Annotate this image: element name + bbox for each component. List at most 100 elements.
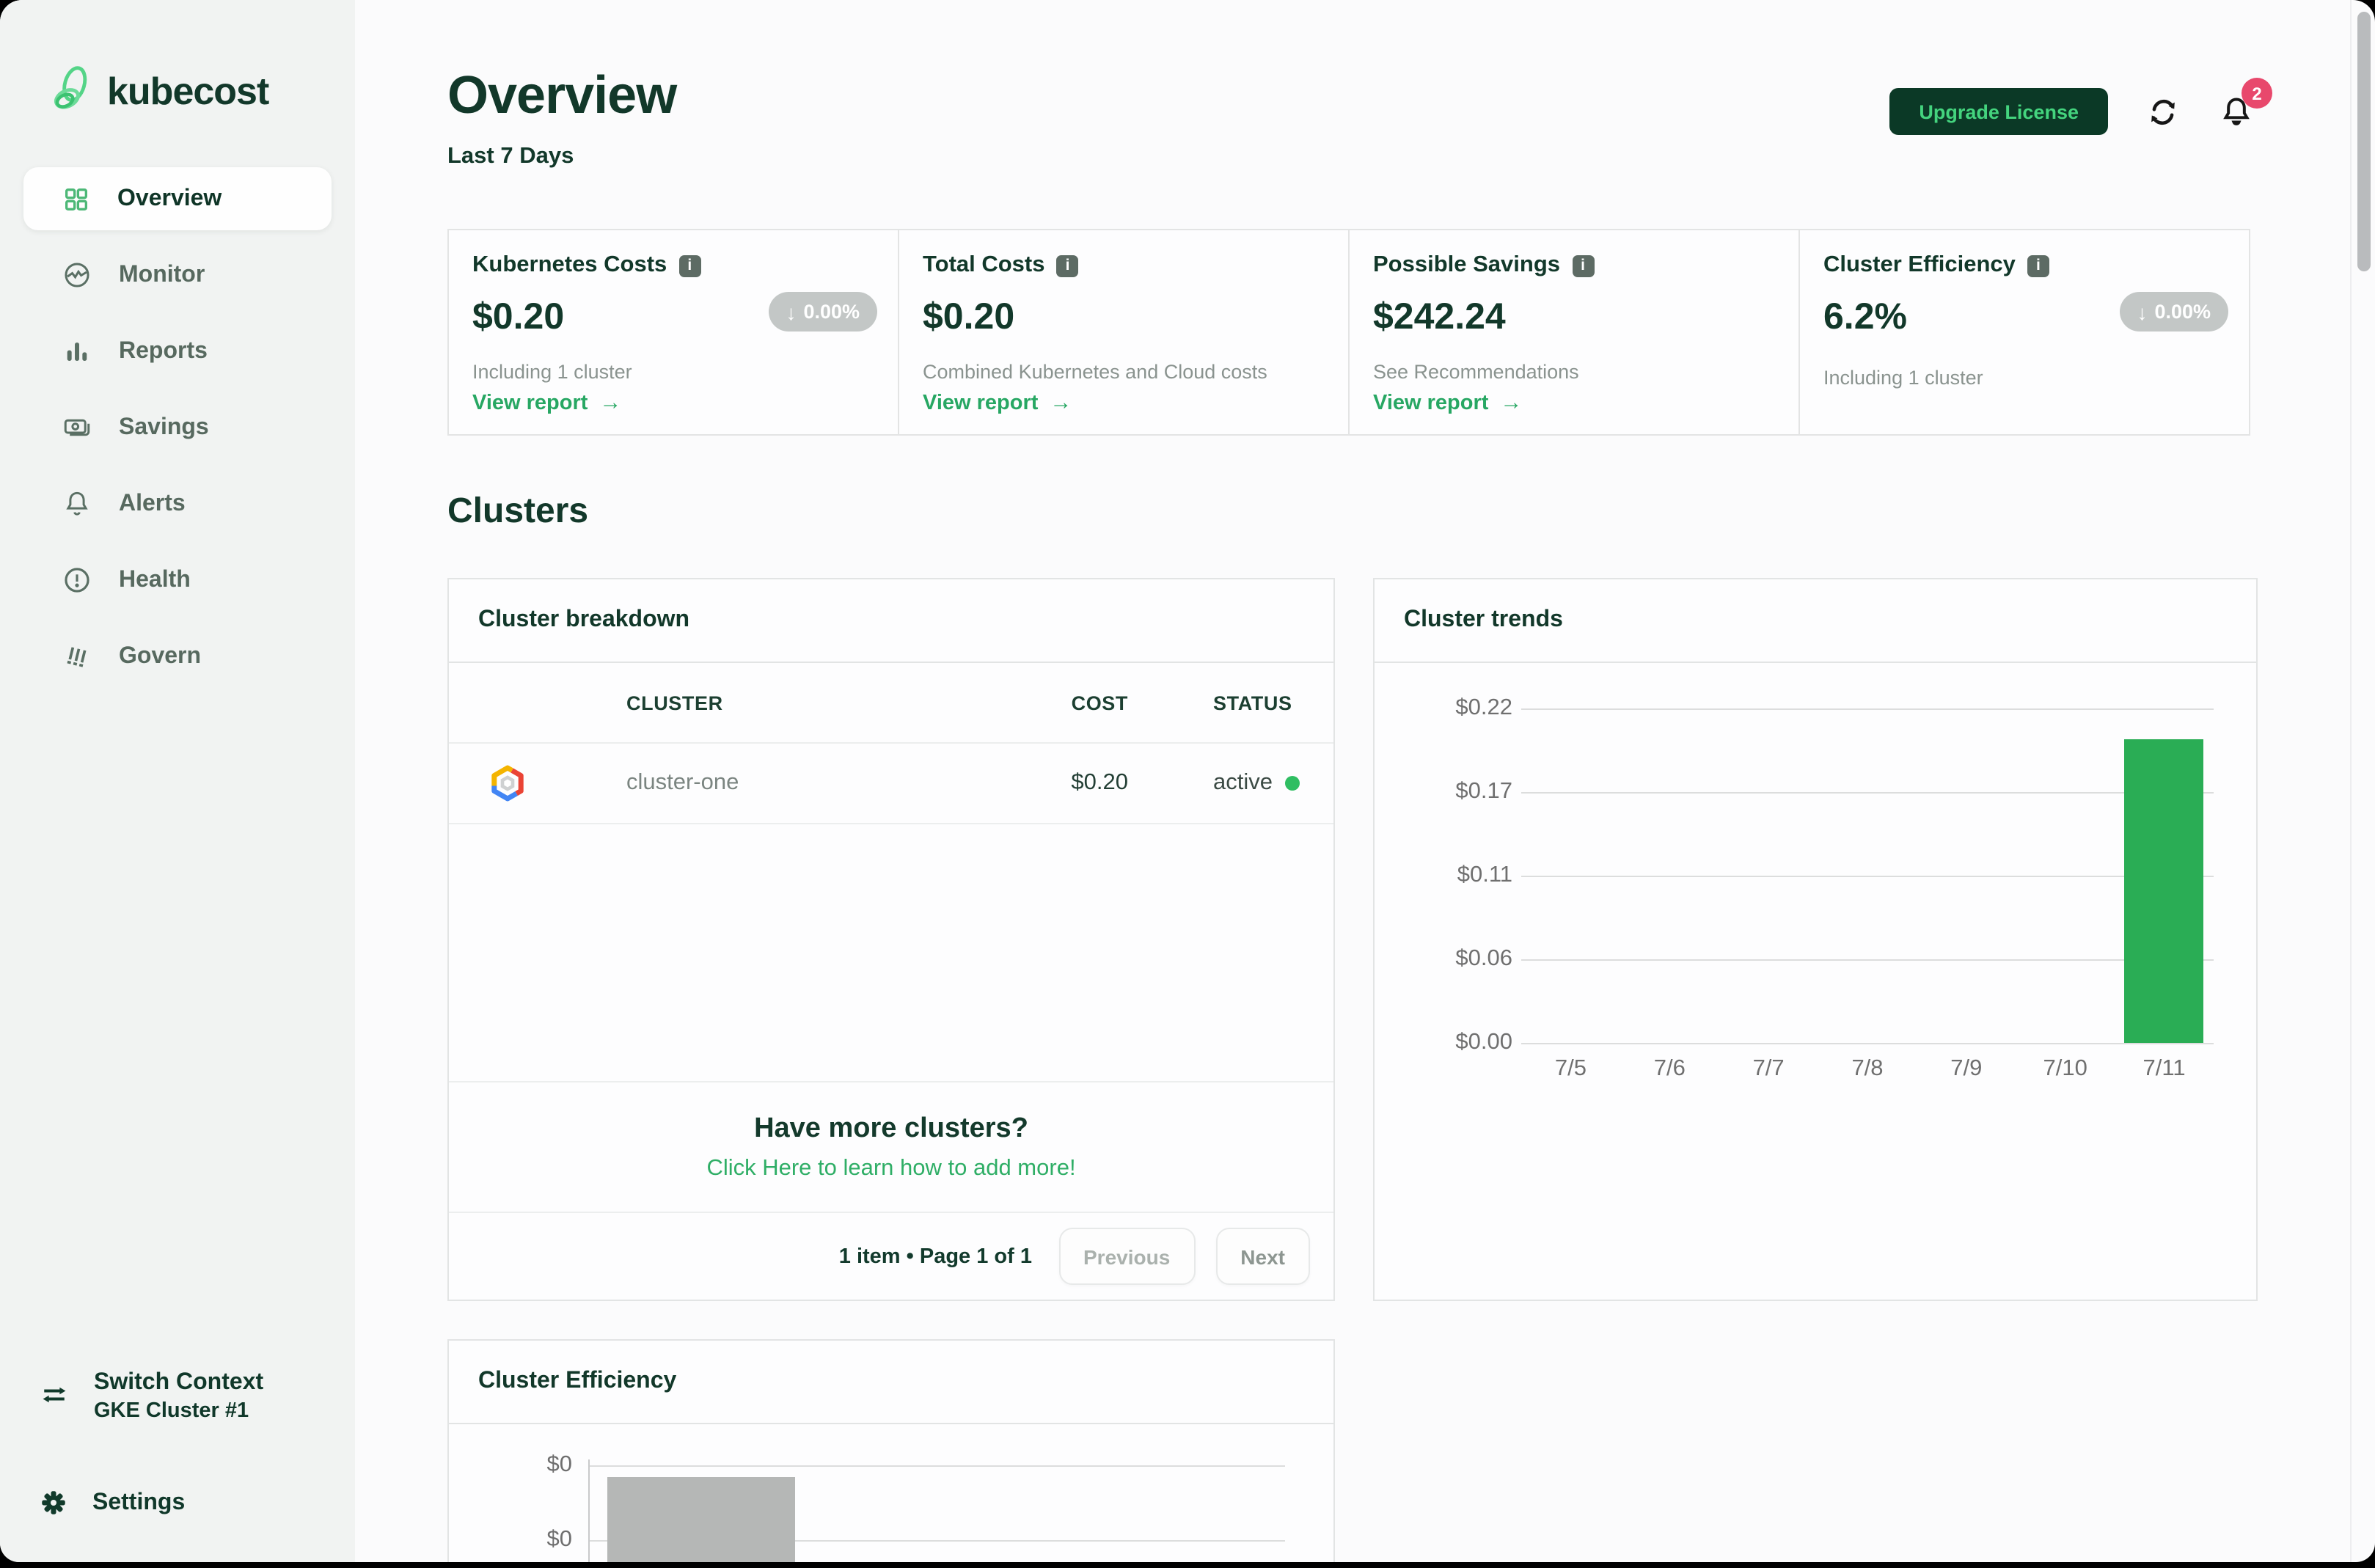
view-report-label: View report: [923, 391, 1039, 414]
bell-icon: [2222, 97, 2249, 125]
info-icon[interactable]: i: [678, 254, 701, 276]
cluster-name: cluster-one: [626, 770, 739, 795]
stat-subtitle: Combined Kubernetes and Cloud costs: [923, 361, 1267, 383]
y-axis-tick-label: $0.06: [1455, 946, 1512, 971]
view-report-link[interactable]: View report →: [1373, 390, 1775, 415]
main-content: Overview Last 7 Days Upgrade License 2: [355, 0, 2375, 1562]
column-header-cluster: CLUSTER: [626, 692, 723, 714]
sidebar-item-monitor[interactable]: Monitor: [23, 243, 332, 307]
stat-cards-row: Kubernetes Costs i $0.20 ↓ 0.00% Includi…: [447, 229, 2255, 436]
y-axis-tick-label: $0: [546, 1527, 573, 1552]
info-icon[interactable]: i: [1572, 254, 1594, 276]
status-active-dot: [1284, 776, 1299, 791]
kubecost-logo-text: kubecost: [107, 68, 269, 112]
arrow-down-icon: ↓: [786, 300, 797, 323]
next-page-button[interactable]: Next: [1215, 1228, 1310, 1285]
notifications-button[interactable]: 2: [2217, 78, 2272, 131]
cluster-breakdown-title: Cluster breakdown: [449, 579, 1333, 663]
table-footer: 1 item • Page 1 of 1 Previous Next: [449, 1212, 1333, 1300]
x-axis-tick-label: 7/8: [1851, 1056, 1884, 1081]
bar-chart-icon: [62, 336, 92, 367]
alert-circle-icon: [62, 565, 92, 596]
sidebar-nav: Overview Monitor: [23, 167, 332, 701]
stat-subtitle: See Recommendations: [1373, 361, 1579, 383]
x-axis-tick-label: 7/7: [1752, 1056, 1785, 1081]
stat-value: $0.20: [472, 296, 565, 337]
banknote-icon: [62, 412, 92, 443]
y-axis-tick-label: $0.00: [1455, 1030, 1512, 1055]
y-gridline: [1521, 792, 2214, 794]
view-report-label: View report: [1373, 391, 1489, 414]
scrollbar-track: [2350, 0, 2375, 1562]
cluster-cost: $0.20: [1071, 770, 1128, 795]
clusters-panels-row: Cluster breakdown CLUSTER COST STATUS: [447, 578, 2375, 1301]
swap-arrows-icon: [38, 1379, 70, 1411]
info-icon[interactable]: i: [1056, 254, 1079, 276]
y-axis-tick-label: $0: [546, 1452, 573, 1477]
cluster-trends-title: Cluster trends: [1375, 579, 2256, 663]
cluster-efficiency-title: Cluster Efficiency: [449, 1341, 1333, 1424]
sidebar-item-health[interactable]: Health: [23, 549, 332, 612]
sidebar-item-savings[interactable]: Savings: [23, 396, 332, 459]
gear-icon: [38, 1487, 69, 1518]
upgrade-license-button[interactable]: Upgrade License: [1889, 88, 2108, 135]
y-axis-tick-label: $0.22: [1455, 695, 1512, 720]
arrow-right-icon: →: [1050, 390, 1072, 415]
info-icon[interactable]: i: [2027, 254, 2049, 276]
view-report-label: View report: [472, 391, 588, 414]
stat-value: $0.20: [923, 296, 1015, 337]
sidebar-item-label: Reports: [119, 338, 208, 363]
x-axis-tick-label: 7/11: [2142, 1056, 2186, 1081]
settings-button[interactable]: Settings: [38, 1487, 332, 1518]
stat-card-possible-savings: Possible Savings i $242.24 See Recommend…: [1348, 229, 1800, 436]
switch-context-title: Switch Context: [94, 1369, 264, 1395]
table-row-cluster-one[interactable]: cluster-one $0.20 active: [449, 744, 1333, 824]
cluster-trends-chart: $0.22 $0.17 $0.11 $0.06 $0.00 7/5 7/6 7/7 7/8 7/9…: [1375, 663, 2256, 1301]
stat-title: Total Costs: [923, 252, 1045, 277]
page-title: Overview: [447, 65, 677, 125]
scrollbar-thumb[interactable]: [2357, 12, 2371, 271]
bell-icon: [62, 488, 92, 519]
y-gridline: [588, 1465, 1285, 1467]
more-clusters-section: Have more clusters? Click Here to learn …: [449, 1081, 1333, 1212]
sidebar-item-reports[interactable]: Reports: [23, 320, 332, 383]
previous-page-button[interactable]: Previous: [1058, 1228, 1196, 1285]
clusters-section-heading: Clusters: [447, 491, 589, 531]
y-axis-tick-label: $0.17: [1455, 779, 1512, 804]
stat-title: Possible Savings: [1373, 252, 1560, 277]
sidebar-bottom: Switch Context GKE Cluster #1: [23, 1366, 332, 1562]
sidebar-item-alerts[interactable]: Alerts: [23, 472, 332, 535]
x-axis-tick-label: 7/9: [1950, 1056, 1983, 1081]
x-axis-tick-label: 7/5: [1554, 1056, 1587, 1081]
kubecost-logo[interactable]: kubecost: [50, 65, 332, 117]
settings-label: Settings: [92, 1490, 186, 1514]
arrow-right-icon: →: [599, 390, 622, 415]
view-report-link[interactable]: View report →: [923, 390, 1325, 415]
stat-subtitle: Including 1 cluster: [1823, 367, 1983, 389]
trend-pill: ↓ 0.00%: [2119, 292, 2228, 331]
more-clusters-title: Have more clusters?: [754, 1113, 1028, 1143]
column-header-status: STATUS: [1213, 692, 1292, 714]
cluster-efficiency-panel: Cluster Efficiency $0 $0: [447, 1339, 1335, 1562]
sidebar-item-label: Health: [119, 567, 191, 592]
refresh-button[interactable]: [2143, 92, 2181, 131]
x-axis-tick-label: 7/10: [2043, 1056, 2087, 1081]
trend-pill-value: 0.00%: [2154, 301, 2211, 323]
trend-pill: ↓ 0.00%: [768, 292, 877, 331]
trend-pill-value: 0.00%: [803, 301, 860, 323]
y-gridline: [1521, 959, 2214, 961]
table-empty-space: [449, 824, 1333, 1081]
sidebar-item-govern[interactable]: Govern: [23, 625, 332, 688]
pillars-icon: [62, 641, 92, 672]
switch-context-button[interactable]: Switch Context GKE Cluster #1: [38, 1366, 332, 1423]
x-axis-tick-label: 7/6: [1653, 1056, 1686, 1081]
column-header-cost: COST: [1071, 692, 1128, 714]
stat-title: Cluster Efficiency: [1823, 252, 2016, 277]
sidebar-item-overview[interactable]: Overview: [23, 167, 332, 230]
efficiency-bar: [607, 1477, 795, 1562]
arrow-right-icon: →: [1500, 390, 1523, 415]
view-report-link[interactable]: View report →: [472, 390, 874, 415]
add-clusters-link[interactable]: Click Here to learn how to add more!: [706, 1155, 1076, 1180]
cluster-breakdown-panel: Cluster breakdown CLUSTER COST STATUS: [447, 578, 1335, 1301]
